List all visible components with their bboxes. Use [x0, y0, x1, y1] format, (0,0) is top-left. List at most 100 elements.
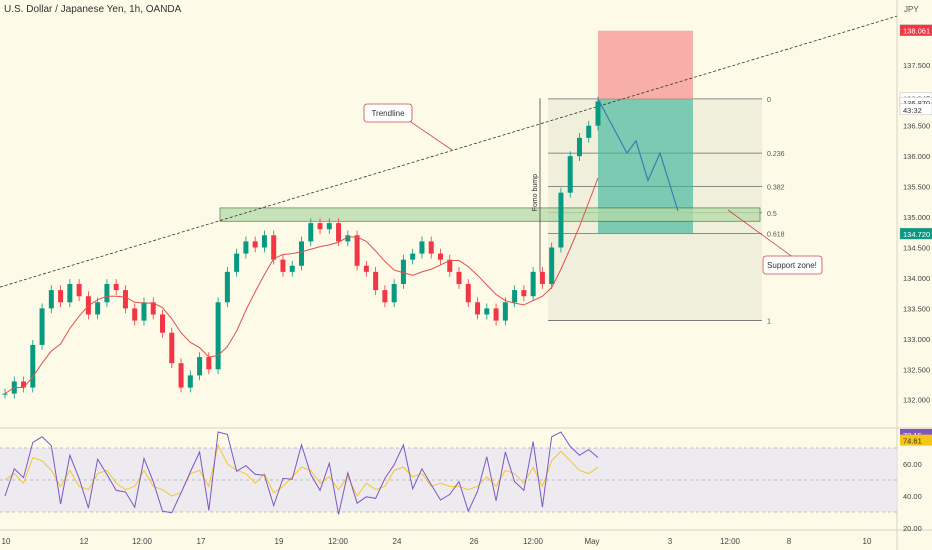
rsi-line	[4, 431, 599, 515]
candle-body	[39, 308, 45, 345]
trendline	[0, 15, 898, 288]
time-tick-label: 17	[197, 537, 206, 546]
candle-body	[512, 290, 518, 303]
time-tick-label: 3	[668, 537, 673, 546]
candle-body	[595, 101, 601, 126]
fib-level-label: 0	[767, 97, 771, 104]
candle-body	[58, 290, 64, 303]
fib-level-label: 0.236	[767, 151, 785, 158]
time-tick-label: May	[584, 537, 599, 546]
price-tick-label: 133.000	[903, 335, 930, 344]
candle-body	[549, 247, 555, 285]
price-tick-label: 137.500	[903, 61, 930, 70]
candle-body	[95, 302, 101, 315]
candle-body	[558, 192, 564, 248]
price-tick-label: 136.500	[903, 122, 930, 131]
trendline-pointer	[407, 119, 453, 151]
price-tick-label: 135.500	[903, 183, 930, 192]
currency-label: JPY	[904, 5, 919, 14]
rsi-signal-badge	[900, 434, 932, 446]
candle-body	[437, 253, 443, 260]
candle-body	[243, 241, 249, 254]
price-badge-label: 136.870	[903, 99, 930, 108]
candle-body	[419, 241, 425, 254]
time-tick-label: 8	[787, 537, 792, 546]
candle-body	[67, 284, 73, 303]
candle-body	[122, 290, 128, 309]
support-pointer	[727, 209, 795, 259]
candle-body	[224, 271, 230, 303]
projection-arrow	[597, 98, 679, 212]
candle-body	[21, 381, 27, 388]
support-zone	[219, 207, 761, 222]
candle-body	[271, 235, 277, 260]
moving-average-line	[4, 177, 599, 395]
price-tick-label: 132.000	[903, 396, 930, 405]
fib-level-label: 1	[767, 319, 771, 326]
time-tick-label: 26	[470, 537, 479, 546]
rsi-tick-label: 20.00	[903, 524, 922, 533]
rsi-signal-line	[4, 443, 599, 497]
candle-body	[428, 241, 434, 254]
support-callout	[762, 255, 823, 275]
trendline-callout	[363, 103, 413, 123]
price-tick-label: 135.000	[903, 213, 930, 222]
candle-body	[261, 235, 267, 248]
candle-body	[2, 393, 8, 395]
candle-body	[197, 357, 203, 376]
time-tick-label: 10	[863, 537, 872, 546]
price-badge-stop	[899, 24, 932, 36]
price-tick-label: 136.000	[903, 152, 930, 161]
fib-level-label: 0.5	[767, 211, 777, 218]
candle-body	[150, 302, 156, 315]
candle-body	[400, 259, 406, 285]
candle-body	[289, 265, 295, 272]
candle-body	[326, 223, 332, 230]
trendline-label: Trendline	[371, 109, 405, 118]
rsi-value-badge	[900, 428, 932, 440]
candle-body	[484, 308, 490, 315]
candle-body	[132, 308, 138, 321]
candle-body	[206, 357, 212, 370]
candle-body	[30, 344, 36, 388]
candle-body	[391, 284, 397, 303]
candle-body	[104, 284, 110, 303]
time-tick-label: 12:00	[523, 537, 544, 546]
candle-body	[169, 332, 175, 364]
price-tick-label: 134.000	[903, 274, 930, 283]
candle-body	[178, 363, 184, 388]
candle-body	[160, 314, 166, 333]
time-tick-label: 19	[275, 537, 284, 546]
candle-body	[586, 125, 592, 138]
candle-body	[576, 137, 582, 157]
support-label: Support zone!	[767, 261, 817, 270]
candle-body	[373, 271, 379, 291]
price-tick-label: 132.500	[903, 365, 930, 374]
candle-body	[354, 235, 360, 266]
candle-body	[252, 241, 258, 248]
time-tick-label: 12	[80, 537, 89, 546]
rsi-signal-label: 74.61	[903, 437, 922, 446]
time-tick-label: 12:00	[132, 537, 153, 546]
candle-body	[493, 308, 499, 321]
rsi-tick-label: 40.00	[903, 492, 922, 501]
candle-body	[502, 302, 508, 321]
time-tick-label: 12:00	[328, 537, 349, 546]
candle-body	[447, 259, 453, 272]
candle-body	[234, 253, 240, 272]
candle-body	[280, 259, 286, 272]
candle-body	[141, 302, 147, 321]
candle-body	[187, 375, 193, 388]
rsi-tick-label: 60.00	[903, 460, 922, 469]
candle-body	[475, 302, 481, 315]
price-badge-timer	[899, 103, 932, 116]
candle-body	[345, 235, 351, 242]
candle-body	[567, 156, 573, 193]
price-tick-label: 134.500	[903, 243, 930, 252]
candle-body	[363, 265, 369, 272]
candle-body	[308, 223, 314, 242]
candle-body	[336, 223, 342, 242]
time-tick-label: 24	[393, 537, 402, 546]
